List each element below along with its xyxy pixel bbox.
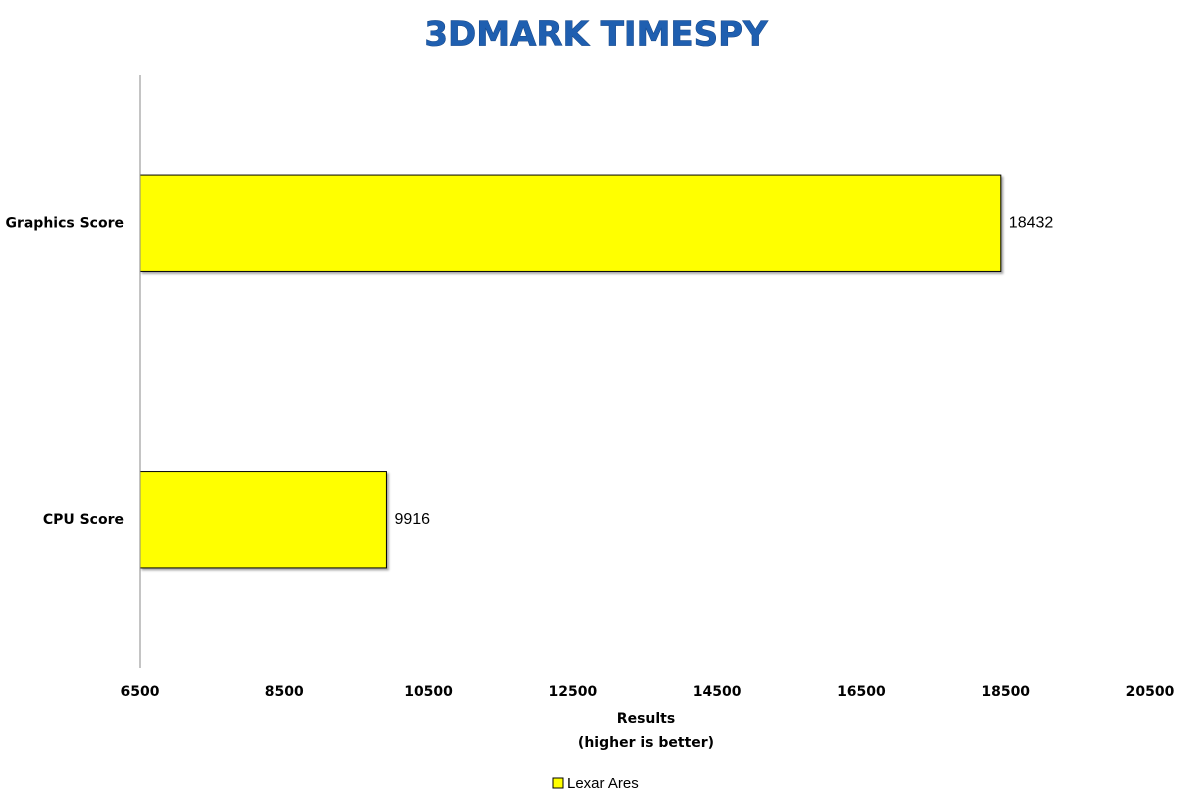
value-label: 9916 (394, 511, 430, 528)
x-tick-label: 18500 (981, 684, 1030, 700)
x-tick-label: 14500 (693, 684, 742, 700)
x-tick-label: 6500 (121, 684, 160, 700)
y-tick-label: Graphics Score (5, 215, 124, 231)
x-tick-label: 10500 (404, 684, 453, 700)
x-tick-label: 12500 (548, 684, 597, 700)
value-label: 18432 (1009, 214, 1054, 231)
y-tick-label: CPU Score (43, 512, 124, 528)
x-axis-note: (higher is better) (578, 735, 714, 751)
legend-label: Lexar Ares (567, 775, 639, 792)
x-tick-label: 20500 (1126, 684, 1175, 700)
bar (139, 471, 387, 569)
legend-swatch (552, 777, 564, 789)
x-tick-label: 16500 (837, 684, 886, 700)
x-axis-title: Results (617, 711, 675, 727)
bar (139, 174, 1002, 272)
chart-title: 3DMARK TIMESPY (424, 15, 768, 55)
x-tick-label: 8500 (265, 684, 304, 700)
